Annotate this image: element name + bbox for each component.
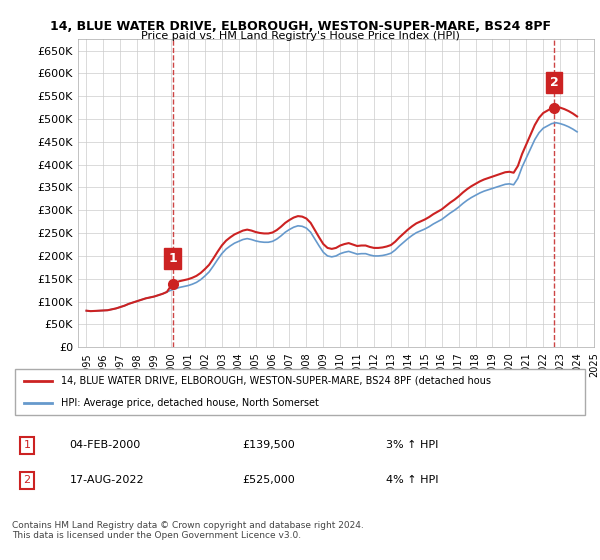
Text: 2: 2 <box>23 475 31 486</box>
Text: 4% ↑ HPI: 4% ↑ HPI <box>386 475 439 486</box>
Text: 14, BLUE WATER DRIVE, ELBOROUGH, WESTON-SUPER-MARE, BS24 8PF: 14, BLUE WATER DRIVE, ELBOROUGH, WESTON-… <box>49 20 551 32</box>
Text: 17-AUG-2022: 17-AUG-2022 <box>70 475 144 486</box>
Text: 2: 2 <box>550 76 558 89</box>
Text: £525,000: £525,000 <box>242 475 295 486</box>
Text: 1: 1 <box>23 440 31 450</box>
Text: Contains HM Land Registry data © Crown copyright and database right 2024.
This d: Contains HM Land Registry data © Crown c… <box>12 521 364 540</box>
Text: 3% ↑ HPI: 3% ↑ HPI <box>386 440 439 450</box>
Text: HPI: Average price, detached house, North Somerset: HPI: Average price, detached house, Nort… <box>61 398 319 408</box>
FancyBboxPatch shape <box>15 370 585 414</box>
Text: £139,500: £139,500 <box>242 440 295 450</box>
Text: 1: 1 <box>168 252 177 265</box>
Text: 04-FEB-2000: 04-FEB-2000 <box>70 440 141 450</box>
Text: Price paid vs. HM Land Registry's House Price Index (HPI): Price paid vs. HM Land Registry's House … <box>140 31 460 41</box>
Text: 14, BLUE WATER DRIVE, ELBOROUGH, WESTON-SUPER-MARE, BS24 8PF (detached hous: 14, BLUE WATER DRIVE, ELBOROUGH, WESTON-… <box>61 376 491 386</box>
